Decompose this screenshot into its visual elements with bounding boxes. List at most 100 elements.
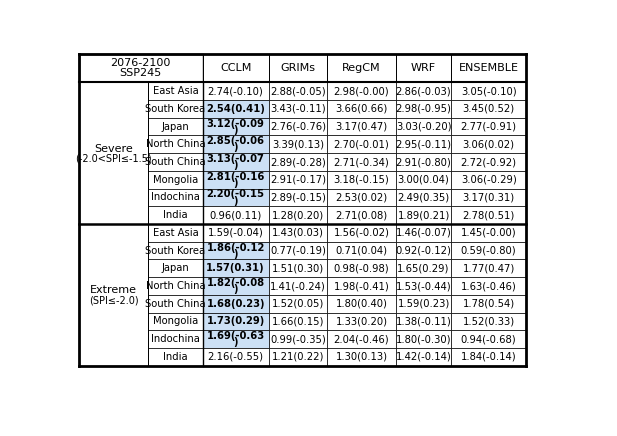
Text: 3.05(-0.10): 3.05(-0.10) <box>461 86 516 96</box>
Bar <box>202 171 268 189</box>
Bar <box>395 54 452 82</box>
Bar <box>452 54 526 82</box>
Bar <box>452 153 526 171</box>
Bar <box>268 330 328 348</box>
Bar <box>328 189 395 206</box>
Text: 2.71(-0.34): 2.71(-0.34) <box>334 157 389 167</box>
Text: South China: South China <box>145 157 206 167</box>
Text: 2.49(0.35): 2.49(0.35) <box>397 192 450 202</box>
Bar <box>328 54 395 82</box>
Text: Mongolia: Mongolia <box>153 317 198 327</box>
Bar <box>268 118 328 136</box>
Bar <box>395 224 452 242</box>
Text: CCLM: CCLM <box>220 63 251 73</box>
Bar <box>395 242 452 259</box>
Text: 1.45(-0.00): 1.45(-0.00) <box>461 228 516 238</box>
Text: 1.66(0.15): 1.66(0.15) <box>272 317 324 327</box>
Bar <box>202 54 268 82</box>
Text: 2.91(-0.80): 2.91(-0.80) <box>395 157 452 167</box>
Text: 1.98(-0.41): 1.98(-0.41) <box>334 281 389 291</box>
Text: ENSEMBLE: ENSEMBLE <box>458 63 519 73</box>
Text: 2.16(-0.55): 2.16(-0.55) <box>207 352 263 362</box>
Text: 2.20(-0.15: 2.20(-0.15 <box>207 189 265 199</box>
Bar <box>268 189 328 206</box>
Bar <box>395 206 452 224</box>
Bar <box>328 348 395 366</box>
Bar <box>202 295 268 313</box>
Bar <box>268 82 328 100</box>
Bar <box>452 348 526 366</box>
Text: GRIMs: GRIMs <box>281 63 315 73</box>
Text: 2.04(-0.46): 2.04(-0.46) <box>334 334 389 344</box>
Bar <box>79 54 202 82</box>
Bar <box>149 242 202 259</box>
Text: 2.81(-0.16: 2.81(-0.16 <box>207 172 265 182</box>
Bar <box>268 313 328 330</box>
Text: 1.42(-0.14): 1.42(-0.14) <box>395 352 452 362</box>
Text: 1.33(0.20): 1.33(0.20) <box>336 317 387 327</box>
Text: 2.53(0.02): 2.53(0.02) <box>336 192 387 202</box>
Text: 3.17(0.31): 3.17(0.31) <box>463 192 515 202</box>
Bar <box>202 313 268 330</box>
Bar <box>268 100 328 118</box>
Text: 2.76(-0.76): 2.76(-0.76) <box>270 122 326 132</box>
Text: ): ) <box>233 284 238 294</box>
Text: 2.89(-0.15): 2.89(-0.15) <box>270 192 326 202</box>
Text: 1.28(0.20): 1.28(0.20) <box>272 210 324 220</box>
Bar <box>452 118 526 136</box>
Text: 2.54(0.41): 2.54(0.41) <box>206 104 265 114</box>
Text: 0.77(-0.19): 0.77(-0.19) <box>270 245 326 255</box>
Text: 3.17(0.47): 3.17(0.47) <box>336 122 387 132</box>
Text: East Asia: East Asia <box>152 86 199 96</box>
Bar <box>268 242 328 259</box>
Text: Japan: Japan <box>162 263 189 273</box>
Bar <box>149 189 202 206</box>
Bar <box>395 330 452 348</box>
Text: 1.89(0.21): 1.89(0.21) <box>397 210 450 220</box>
Bar <box>202 277 268 295</box>
Bar <box>202 100 268 118</box>
Bar <box>452 259 526 277</box>
Text: India: India <box>164 352 188 362</box>
Text: (SPI≤-2.0): (SPI≤-2.0) <box>89 295 138 305</box>
Bar <box>149 224 202 242</box>
Bar <box>395 313 452 330</box>
Bar <box>452 189 526 206</box>
Text: 3.66(0.66): 3.66(0.66) <box>336 104 387 114</box>
Bar <box>268 259 328 277</box>
Bar <box>149 295 202 313</box>
Bar <box>328 224 395 242</box>
Text: SSP245: SSP245 <box>120 68 162 78</box>
Bar <box>202 224 268 242</box>
Text: 2.86(-0.03): 2.86(-0.03) <box>395 86 452 96</box>
Text: 1.59(0.23): 1.59(0.23) <box>397 299 450 309</box>
Bar <box>202 259 268 277</box>
Bar <box>328 277 395 295</box>
Text: 0.92(-0.12): 0.92(-0.12) <box>395 245 452 255</box>
Text: Indochina: Indochina <box>151 334 200 344</box>
Bar <box>328 259 395 277</box>
Text: ): ) <box>233 160 238 170</box>
Bar <box>149 118 202 136</box>
Text: 1.80(-0.30): 1.80(-0.30) <box>395 334 451 344</box>
Text: 0.96(0.11): 0.96(0.11) <box>210 210 262 220</box>
Bar <box>202 136 268 153</box>
Text: Severe: Severe <box>94 143 133 153</box>
Bar <box>149 313 202 330</box>
Bar <box>268 206 328 224</box>
Text: South China: South China <box>145 299 206 309</box>
Bar <box>79 82 149 224</box>
Bar <box>202 348 268 366</box>
Text: 1.56(-0.02): 1.56(-0.02) <box>334 228 389 238</box>
Text: 2.91(-0.17): 2.91(-0.17) <box>270 175 326 185</box>
Bar <box>202 242 268 259</box>
Text: 2.98(-0.95): 2.98(-0.95) <box>395 104 452 114</box>
Bar <box>452 330 526 348</box>
Bar <box>202 118 268 136</box>
Bar <box>452 206 526 224</box>
Bar <box>202 206 268 224</box>
Text: 3.43(-0.11): 3.43(-0.11) <box>270 104 326 114</box>
Text: 1.82(-0.08: 1.82(-0.08 <box>207 278 265 288</box>
Text: ): ) <box>233 178 238 188</box>
Bar <box>452 313 526 330</box>
